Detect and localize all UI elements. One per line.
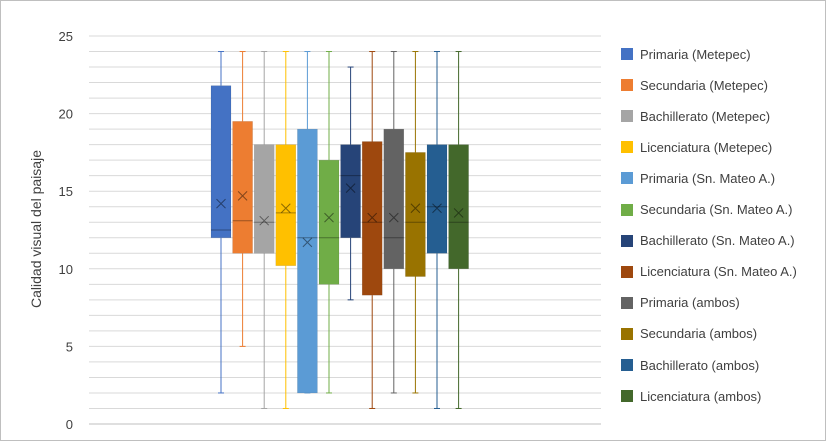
legend-label: Bachillerato (Metepec) — [640, 108, 771, 124]
mean-marker — [453, 208, 464, 218]
mean-marker — [367, 212, 378, 223]
y-axis-label: Calidad visual del paisaje — [28, 150, 44, 308]
legend-item: Licenciatura (Metepec) — [621, 137, 772, 157]
box-12 — [448, 51, 469, 409]
legend-item: Primaria (ambos) — [621, 293, 740, 313]
mean-marker — [280, 203, 291, 214]
legend-label: Secundaria (Metepec) — [640, 77, 768, 93]
legend-label: Secundaria (ambos) — [640, 326, 758, 342]
legend-swatch — [621, 390, 633, 403]
iqr-box — [253, 144, 275, 254]
box-series-group — [210, 51, 469, 409]
y-axis: 0 5 10 15 20 25 — [59, 29, 73, 432]
y-tick-label: 15 — [59, 184, 73, 199]
box-8 — [361, 51, 383, 409]
legend-label: Secundaria (Sn. Mateo A.) — [640, 202, 793, 217]
mean-marker — [432, 203, 442, 214]
iqr-box — [426, 144, 448, 254]
legend-label: Primaria (Metepec) — [640, 46, 751, 62]
iqr-box — [232, 121, 253, 254]
box-1 — [210, 51, 232, 394]
legend-item: Secundaria (Metepec) — [621, 75, 768, 95]
y-tick-label: 0 — [66, 417, 73, 432]
box-11 — [426, 51, 448, 409]
iqr-box — [210, 85, 232, 239]
iqr-box — [275, 144, 297, 266]
legend-swatch — [621, 359, 633, 371]
legend-label: Bachillerato (ambos) — [640, 357, 760, 373]
legend-label: Licenciatura (ambos) — [640, 388, 762, 404]
iqr-box — [448, 144, 469, 270]
legend-item: Licenciatura (ambos) — [621, 386, 761, 406]
box-7 — [340, 66, 361, 301]
legend-label: Primaria (ambos) — [640, 295, 740, 311]
mean-marker — [259, 215, 270, 226]
box-10 — [405, 51, 426, 394]
iqr-box — [318, 159, 340, 285]
legend-swatch — [621, 234, 633, 247]
mean-marker — [324, 212, 334, 223]
legend-item: Licenciatura (Sn. Mateo A.) — [621, 262, 797, 282]
legend-item: Secundaria (ambos) — [621, 324, 757, 344]
legend-swatch — [621, 327, 633, 340]
mean-marker — [216, 198, 226, 209]
legend-swatch — [621, 172, 633, 185]
mean-marker — [302, 237, 313, 248]
mean-marker — [237, 191, 248, 201]
legend-item: Primaria (Sn. Mateo A.) — [621, 168, 775, 188]
y-tick-label: 10 — [59, 262, 73, 277]
legend-item: Bachillerato (ambos) — [621, 355, 759, 375]
legend-swatch — [621, 110, 633, 123]
y-tick-label: 25 — [59, 29, 73, 44]
box-2 — [232, 51, 253, 347]
y-tick-label: 20 — [59, 107, 73, 122]
legend-swatch — [621, 296, 633, 309]
legend-item: Bachillerato (Metepec) — [621, 106, 770, 126]
box-5 — [297, 51, 318, 394]
iqr-box — [297, 128, 318, 394]
box-6 — [318, 51, 340, 394]
iqr-box — [383, 128, 405, 270]
legend-swatch — [621, 48, 633, 60]
iqr-box — [340, 144, 361, 239]
mean-marker — [388, 212, 399, 223]
iqr-box — [405, 152, 426, 277]
mean-marker — [410, 203, 421, 214]
legend-label: Bachillerato (Sn. Mateo A.) — [640, 233, 795, 249]
y-tick-label: 5 — [66, 339, 73, 354]
legend-swatch — [621, 79, 633, 92]
box-3 — [253, 51, 275, 409]
iqr-box — [361, 141, 383, 296]
legend-label: Licenciatura (Sn. Mateo A.) — [640, 264, 797, 280]
box-9 — [383, 51, 405, 394]
mean-marker — [345, 183, 356, 193]
legend-swatch — [621, 265, 633, 278]
legend-item: Primaria (Metepec) — [621, 44, 751, 64]
legend-item: Secundaria (Sn. Mateo A.) — [621, 200, 792, 220]
legend-label: Primaria (Sn. Mateo A.) — [640, 170, 776, 186]
legend-label: Licenciatura (Metepec) — [640, 139, 773, 155]
legend-swatch — [621, 141, 633, 154]
box-4 — [275, 51, 297, 409]
legend-item: Bachillerato (Sn. Mateo A.) — [621, 231, 795, 251]
legend-swatch — [621, 203, 633, 216]
